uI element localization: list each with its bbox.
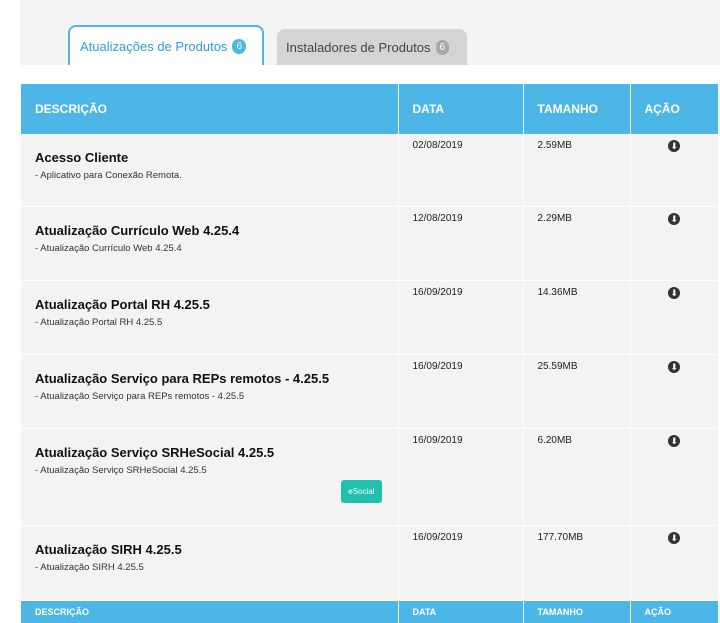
table-row: Atualização Serviço para REPs remotos - … — [21, 355, 718, 429]
size-cell: 2.59MB — [523, 134, 630, 207]
date-cell: 16/09/2019 — [398, 281, 523, 355]
product-description: - Atualização Portal RH 4.25.5 — [35, 317, 384, 328]
product-name: Atualização Portal RH 4.25.5 — [35, 297, 384, 312]
desc-cell: Atualização SIRH 4.25.5 - Atualização SI… — [21, 526, 398, 601]
col-tamanho: TAMANHO — [523, 601, 630, 623]
size-cell: 6.20MB — [523, 429, 630, 526]
tab-atualizacoes[interactable]: Atualizações de Produtos 6 — [68, 25, 264, 65]
date-cell: 16/09/2019 — [398, 429, 523, 526]
action-cell: ⬇ — [630, 355, 718, 429]
desc-cell: Atualização Currículo Web 4.25.4 - Atual… — [21, 207, 398, 281]
count-badge: 6 — [232, 39, 246, 54]
count-badge: 6 — [436, 40, 450, 55]
table-row: Atualização Portal RH 4.25.5 - Atualizaç… — [21, 281, 718, 355]
download-icon[interactable]: ⬇ — [668, 435, 680, 447]
product-description: - Atualização Currículo Web 4.25.4 — [35, 243, 384, 254]
action-cell: ⬇ — [630, 429, 718, 526]
product-name: Atualização Serviço SRHeSocial 4.25.5 — [35, 445, 384, 460]
col-acao: AÇÃO — [630, 601, 718, 623]
download-icon[interactable]: ⬇ — [668, 287, 680, 299]
table-header: DESCRIÇÃO DATA TAMANHO AÇÃO — [21, 84, 718, 134]
product-name: Atualização SIRH 4.25.5 — [35, 542, 384, 557]
download-icon[interactable]: ⬇ — [668, 140, 680, 152]
col-data: DATA — [398, 84, 523, 134]
date-cell: 16/09/2019 — [398, 526, 523, 601]
product-name: Atualização Serviço para REPs remotos - … — [35, 371, 384, 386]
desc-cell: Atualização Portal RH 4.25.5 - Atualizaç… — [21, 281, 398, 355]
tab-label: Atualizações de Produtos — [80, 39, 227, 54]
product-name: Atualização Currículo Web 4.25.4 — [35, 223, 384, 238]
table-row: Atualização Serviço SRHeSocial 4.25.5 - … — [21, 429, 718, 526]
action-cell: ⬇ — [630, 134, 718, 207]
action-cell: ⬇ — [630, 207, 718, 281]
product-description: - Aplicativo para Conexão Remota. — [35, 170, 384, 181]
col-data: DATA — [398, 601, 523, 623]
download-icon[interactable]: ⬇ — [668, 532, 680, 544]
action-cell: ⬇ — [630, 281, 718, 355]
table-row: Acesso Cliente - Aplicativo para Conexão… — [21, 134, 718, 207]
size-cell: 2.29MB — [523, 207, 630, 281]
esocial-badge[interactable]: eSocial — [341, 480, 381, 503]
action-cell: ⬇ — [630, 526, 718, 601]
tab-instaladores[interactable]: Instaladores de Produtos 6 — [277, 29, 467, 65]
col-descricao: DESCRIÇÃO — [21, 84, 398, 134]
desc-cell: Acesso Cliente - Aplicativo para Conexão… — [21, 134, 398, 207]
table-row: Atualização SIRH 4.25.5 - Atualização SI… — [21, 526, 718, 601]
col-tamanho: TAMANHO — [523, 84, 630, 134]
download-icon[interactable]: ⬇ — [668, 361, 680, 373]
date-cell: 12/08/2019 — [398, 207, 523, 281]
size-cell: 25.59MB — [523, 355, 630, 429]
table-row: Atualização Currículo Web 4.25.4 - Atual… — [21, 207, 718, 281]
col-acao: AÇÃO — [630, 84, 718, 134]
desc-cell: Atualização Serviço para REPs remotos - … — [21, 355, 398, 429]
tab-label: Instaladores de Produtos — [286, 40, 431, 55]
product-description: - Atualização SIRH 4.25.5 — [35, 562, 384, 573]
product-description: - Atualização Serviço para REPs remotos … — [35, 391, 384, 402]
tab-bar: Atualizações de Produtos 6 Instaladores … — [20, 0, 720, 65]
size-cell: 14.36MB — [523, 281, 630, 355]
date-cell: 16/09/2019 — [398, 355, 523, 429]
table-footer: DESCRIÇÃO DATA TAMANHO AÇÃO — [21, 601, 718, 623]
col-descricao: DESCRIÇÃO — [21, 601, 398, 623]
download-icon[interactable]: ⬇ — [668, 213, 680, 225]
desc-cell: Atualização Serviço SRHeSocial 4.25.5 - … — [21, 429, 398, 526]
products-table: DESCRIÇÃO DATA TAMANHO AÇÃO Acesso Clien… — [21, 84, 718, 623]
date-cell: 02/08/2019 — [398, 134, 523, 207]
size-cell: 177.70MB — [523, 526, 630, 601]
product-name: Acesso Cliente — [35, 150, 384, 165]
product-description: - Atualização Serviço SRHeSocial 4.25.5 — [35, 465, 384, 476]
